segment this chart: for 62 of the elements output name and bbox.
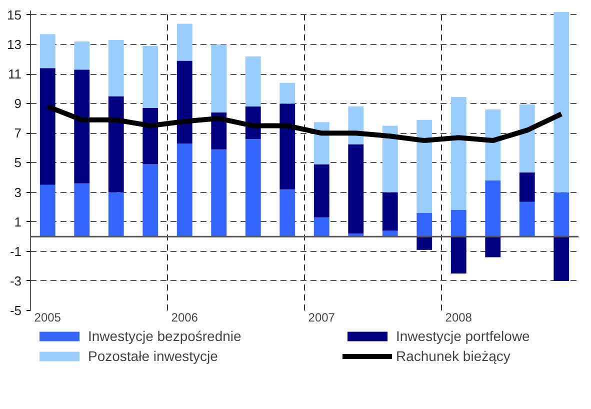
x-tick-label: 2007: [308, 310, 336, 324]
bar: [348, 144, 364, 234]
bar: [74, 42, 90, 70]
bar: [485, 180, 501, 237]
y-tick-label: 15: [7, 7, 22, 22]
bar: [74, 183, 90, 237]
bar: [450, 236, 466, 274]
bar: [176, 60, 192, 144]
bar: [450, 96, 466, 210]
bar: [40, 68, 56, 185]
bar: [485, 236, 501, 258]
bar: [416, 236, 432, 250]
bar: [554, 192, 570, 237]
bar: [280, 104, 296, 190]
bar: [382, 230, 398, 237]
x-tick-label: 2005: [34, 310, 62, 324]
y-tick-label: 5: [14, 155, 22, 170]
bar: [108, 96, 124, 192]
y-tick-label: 9: [14, 96, 22, 112]
y-tick-label: -1: [10, 244, 22, 259]
legend-label: Rachunek bieżący: [396, 348, 512, 364]
bar: [280, 189, 296, 237]
bar: [108, 192, 124, 237]
bar: [142, 108, 158, 164]
bar: [280, 82, 296, 104]
bar: [142, 164, 158, 237]
bar: [40, 184, 56, 237]
bar: [416, 212, 432, 237]
y-tick-label: 13: [7, 36, 22, 52]
legend-label: Inwestycje portfelowe: [396, 328, 531, 344]
bar: [519, 104, 535, 172]
y-tick-label: -3: [10, 273, 22, 288]
y-tick-label: 1: [14, 214, 22, 230]
y-tick-label: 7: [14, 126, 22, 141]
bar: [554, 236, 570, 281]
bar: [450, 210, 466, 237]
bar: [554, 12, 570, 192]
bar: [519, 202, 535, 237]
bar: [485, 110, 501, 180]
bar: [519, 172, 535, 202]
bar: [382, 126, 398, 192]
bar: [416, 120, 432, 213]
x-tick-label: 2006: [171, 310, 198, 324]
bar: [142, 46, 158, 108]
y-tick-label: 11: [8, 66, 22, 82]
bar: [176, 144, 192, 237]
legend-label: Inwestycje bezpośrednie: [88, 328, 242, 344]
legend-label: Pozostałe inwestycje: [88, 348, 219, 364]
bar: [245, 139, 261, 237]
y-tick-label: -5: [10, 303, 22, 318]
y-tick-label: 3: [14, 184, 22, 200]
bar: [176, 24, 192, 61]
bar: [245, 56, 261, 107]
bar: [314, 217, 330, 237]
bar: [211, 149, 227, 237]
x-tick-label: 2008: [445, 310, 472, 324]
bar: [382, 192, 398, 231]
bar: [74, 70, 90, 184]
bar: [211, 44, 227, 112]
bar: [40, 34, 56, 68]
bar: [108, 40, 124, 96]
bar: [314, 164, 330, 218]
